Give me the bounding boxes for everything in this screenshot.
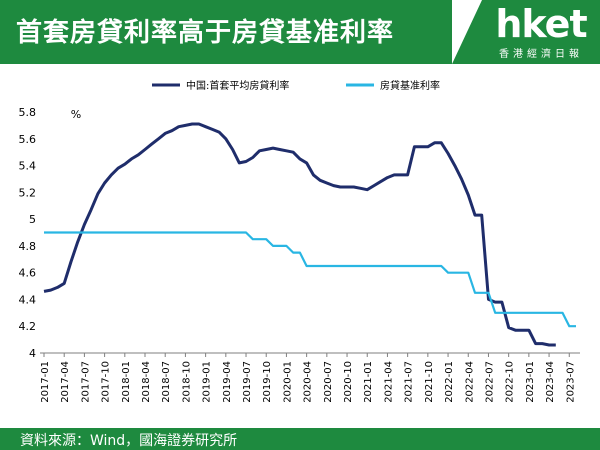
axes: 4 4.2 4.4 4.6 4.8 5 5.2 5.4 5.6 5.8 % 2017-01 2017-0…	[19, 106, 580, 403]
x-tick-label: 2021-10	[424, 361, 435, 403]
x-tick-label: 2020-10	[343, 361, 354, 403]
x-tick-label: 2017-07	[80, 361, 91, 403]
x-tick-label: 2020-07	[323, 361, 334, 403]
line-chart: 4 4.2 4.4 4.6 4.8 5 5.2 5.4 5.6 5.8 % 2017-01 2017-0…	[19, 79, 580, 403]
y-tick-label: 4.2	[19, 320, 37, 333]
logo-wordmark: hket	[495, 2, 587, 46]
x-tick-label: 2023-04	[545, 361, 556, 403]
header-banner: 首套房貸利率高于房貸基准利率 hket 香港經濟日報	[0, 0, 600, 64]
footer-bar: 資料來源：Wind，國海證券研究所	[0, 428, 600, 450]
legend-label-2: 房貸基准利率	[380, 79, 440, 92]
y-tick-label: 5.4	[19, 160, 37, 173]
series-layer	[43, 122, 576, 347]
x-tick-label: 2018-10	[181, 361, 192, 403]
y-tick-label: 5.2	[19, 186, 37, 199]
x-tick-label: 2022-10	[505, 361, 516, 403]
x-tick-label: 2021-07	[404, 361, 415, 403]
legend-label-1: 中国:首套平均房貸利率	[186, 79, 289, 92]
x-tick-label: 2018-01	[121, 361, 132, 403]
x-tick-label: 2017-01	[40, 361, 51, 403]
y-tick-label: 5.6	[19, 133, 37, 146]
y-tick-label: 5	[29, 213, 36, 226]
x-tick-label: 2021-01	[363, 361, 374, 403]
logo-subtitle: 香港經濟日報	[499, 49, 583, 60]
y-tick-label: 5.8	[19, 106, 37, 119]
x-tick-label: 2017-10	[101, 361, 112, 403]
y-axis-label: %	[71, 108, 81, 121]
x-tick-label: 2022-07	[484, 361, 495, 403]
x-tick-label: 2023-01	[525, 361, 536, 403]
logo-panel	[482, 0, 600, 64]
y-tick-label: 4.8	[19, 240, 37, 253]
y-tick-label: 4	[29, 347, 36, 360]
x-tick-label: 2019-04	[222, 361, 233, 403]
x-tick-label: 2021-04	[383, 361, 394, 403]
x-tick-label: 2020-01	[282, 361, 293, 403]
x-tick-label: 2019-10	[262, 361, 273, 403]
x-tick-label: 2017-04	[60, 361, 71, 403]
x-tick-label: 2020-04	[303, 361, 314, 403]
x-tick-label: 2023-07	[565, 361, 576, 403]
x-tick-label: 2022-04	[464, 361, 475, 403]
source-note: 資料來源：Wind，國海證券研究所	[20, 433, 238, 449]
x-tick-label: 2019-07	[242, 361, 253, 403]
header-divider	[452, 0, 482, 64]
hket-logo: hket 香港經濟日報	[486, 2, 596, 62]
headline: 首套房貸利率高于房貸基准利率	[16, 18, 395, 48]
x-tick-label: 2019-01	[202, 361, 213, 403]
y-tick-label: 4.6	[19, 267, 37, 280]
series-line-2	[44, 231, 576, 328]
x-tick-label: 2022-01	[444, 361, 455, 403]
x-tick-label: 2018-07	[161, 361, 172, 403]
y-tick-label: 4.4	[19, 293, 37, 306]
series-line-1	[43, 122, 556, 347]
legend: 中国:首套平均房貸利率 房貸基准利率	[152, 79, 440, 92]
x-tick-label: 2018-04	[141, 361, 152, 403]
